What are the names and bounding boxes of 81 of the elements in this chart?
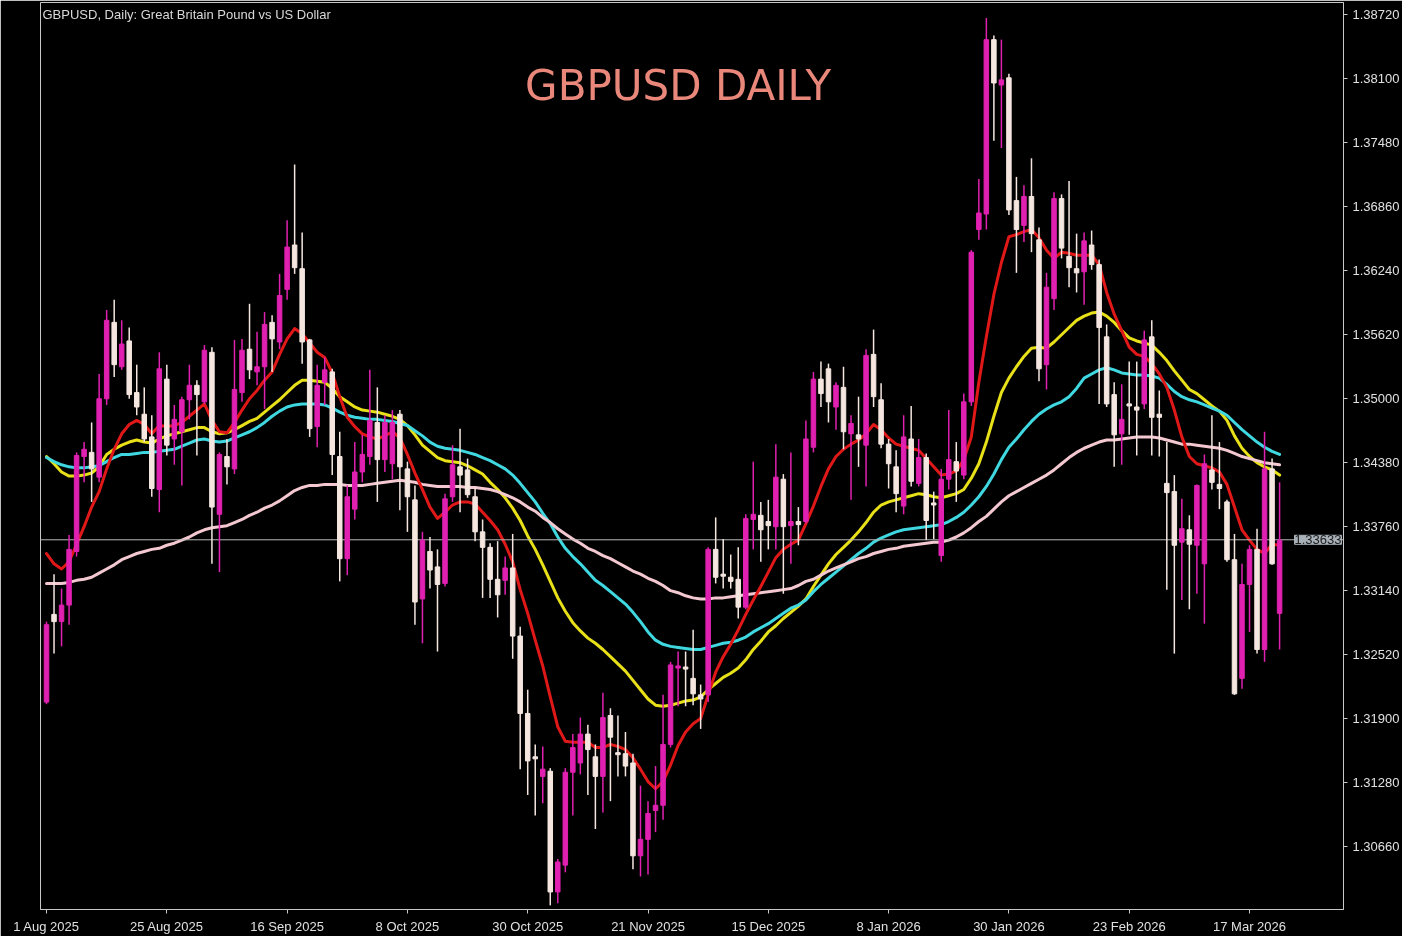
candlestick bbox=[833, 381, 839, 431]
candlestick bbox=[788, 451, 794, 565]
x-tick-label: 16 Sep 2025 bbox=[250, 918, 324, 934]
candlestick bbox=[254, 330, 260, 387]
candlestick bbox=[848, 414, 854, 501]
candlestick bbox=[133, 363, 140, 416]
candlestick bbox=[930, 490, 937, 540]
candlestick bbox=[697, 683, 704, 730]
candlestick bbox=[585, 724, 591, 796]
candlestick bbox=[1216, 441, 1223, 510]
candlestick bbox=[81, 441, 87, 484]
x-tick-label: 30 Jan 2026 bbox=[973, 918, 1045, 934]
candlestick bbox=[427, 536, 433, 590]
candlestick bbox=[998, 38, 1005, 149]
candlestick bbox=[1073, 232, 1080, 294]
y-tick-label: 1.33140 bbox=[1352, 583, 1400, 599]
candlestick bbox=[1179, 498, 1185, 601]
x-tick-label: 15 Dec 2025 bbox=[731, 918, 806, 934]
candlestick bbox=[946, 409, 952, 491]
candlestick bbox=[269, 314, 275, 373]
y-tick-label: 1.36860 bbox=[1352, 199, 1400, 215]
candlestick bbox=[51, 573, 57, 655]
x-tick-label: 8 Jan 2026 bbox=[856, 918, 921, 934]
candlestick bbox=[885, 438, 892, 490]
x-tick-label: 21 Nov 2025 bbox=[611, 918, 685, 934]
y-tick-label: 1.32520 bbox=[1352, 647, 1400, 663]
candlestick bbox=[1133, 360, 1140, 457]
candlestick bbox=[592, 743, 599, 830]
candlestick bbox=[502, 555, 508, 596]
text: GBPUSD DAILY bbox=[525, 61, 832, 111]
candlestick bbox=[186, 363, 193, 421]
candlestick bbox=[224, 438, 230, 486]
ref-line-label: 1.33633 bbox=[1294, 532, 1342, 548]
y-tick-label: 1.37480 bbox=[1352, 135, 1400, 151]
candlestick bbox=[615, 714, 621, 778]
y-tick-label: 1.38100 bbox=[1352, 71, 1400, 87]
candlestick bbox=[359, 434, 366, 484]
candlestick bbox=[58, 587, 65, 648]
candlestick bbox=[494, 540, 501, 619]
y-tick-label: 1.35620 bbox=[1352, 327, 1400, 343]
candlestick bbox=[795, 506, 802, 547]
candlestick bbox=[118, 319, 125, 371]
x-tick-label: 17 Mar 2026 bbox=[1213, 918, 1287, 934]
candlestick bbox=[457, 427, 463, 513]
candlestick bbox=[321, 356, 328, 406]
y-tick-label: 1.38720 bbox=[1352, 7, 1400, 23]
candlestick bbox=[194, 379, 200, 457]
candlestick bbox=[953, 441, 960, 503]
y-tick-label: 1.31280 bbox=[1352, 775, 1400, 791]
candlestick bbox=[1186, 514, 1193, 610]
line-series bbox=[45, 435, 1282, 601]
candlestick bbox=[291, 163, 298, 275]
candlestick bbox=[690, 629, 696, 706]
candlestick bbox=[607, 707, 614, 802]
y-tick-label: 1.30660 bbox=[1352, 839, 1400, 855]
y-tick-label: 1.36240 bbox=[1352, 263, 1400, 279]
candlestick bbox=[818, 360, 824, 408]
x-tick-label: 8 Oct 2025 bbox=[375, 918, 440, 934]
x-tick-label: 30 Oct 2025 bbox=[492, 918, 564, 934]
y-tick-label: 1.34380 bbox=[1352, 455, 1400, 471]
candlestick bbox=[1118, 383, 1125, 466]
y-tick-label: 1.35000 bbox=[1352, 391, 1400, 407]
candlestick bbox=[479, 518, 486, 599]
candlestick bbox=[622, 731, 629, 778]
candlestick bbox=[1209, 414, 1215, 491]
candlestick bbox=[1126, 360, 1132, 436]
candlestick bbox=[652, 765, 659, 833]
x-tick-label: 23 Feb 2026 bbox=[1092, 918, 1166, 934]
candlestick bbox=[434, 548, 441, 653]
candlestick bbox=[1066, 180, 1072, 289]
x-tick-label: 25 Aug 2025 bbox=[129, 918, 203, 934]
candlestick bbox=[88, 421, 95, 503]
candlestick bbox=[171, 404, 178, 466]
y-tick-label: 1.33760 bbox=[1352, 519, 1400, 535]
annotation: GBPUSD, Daily: Great Britain Pound vs US Dollar bbox=[42, 6, 332, 22]
x-tick-label: 1 Aug 2025 bbox=[13, 918, 80, 934]
y-tick-label: 1.31900 bbox=[1352, 711, 1400, 727]
candlestick bbox=[675, 650, 681, 707]
candlestick bbox=[855, 395, 862, 468]
candlestick bbox=[682, 650, 689, 707]
candlestick bbox=[540, 745, 546, 804]
